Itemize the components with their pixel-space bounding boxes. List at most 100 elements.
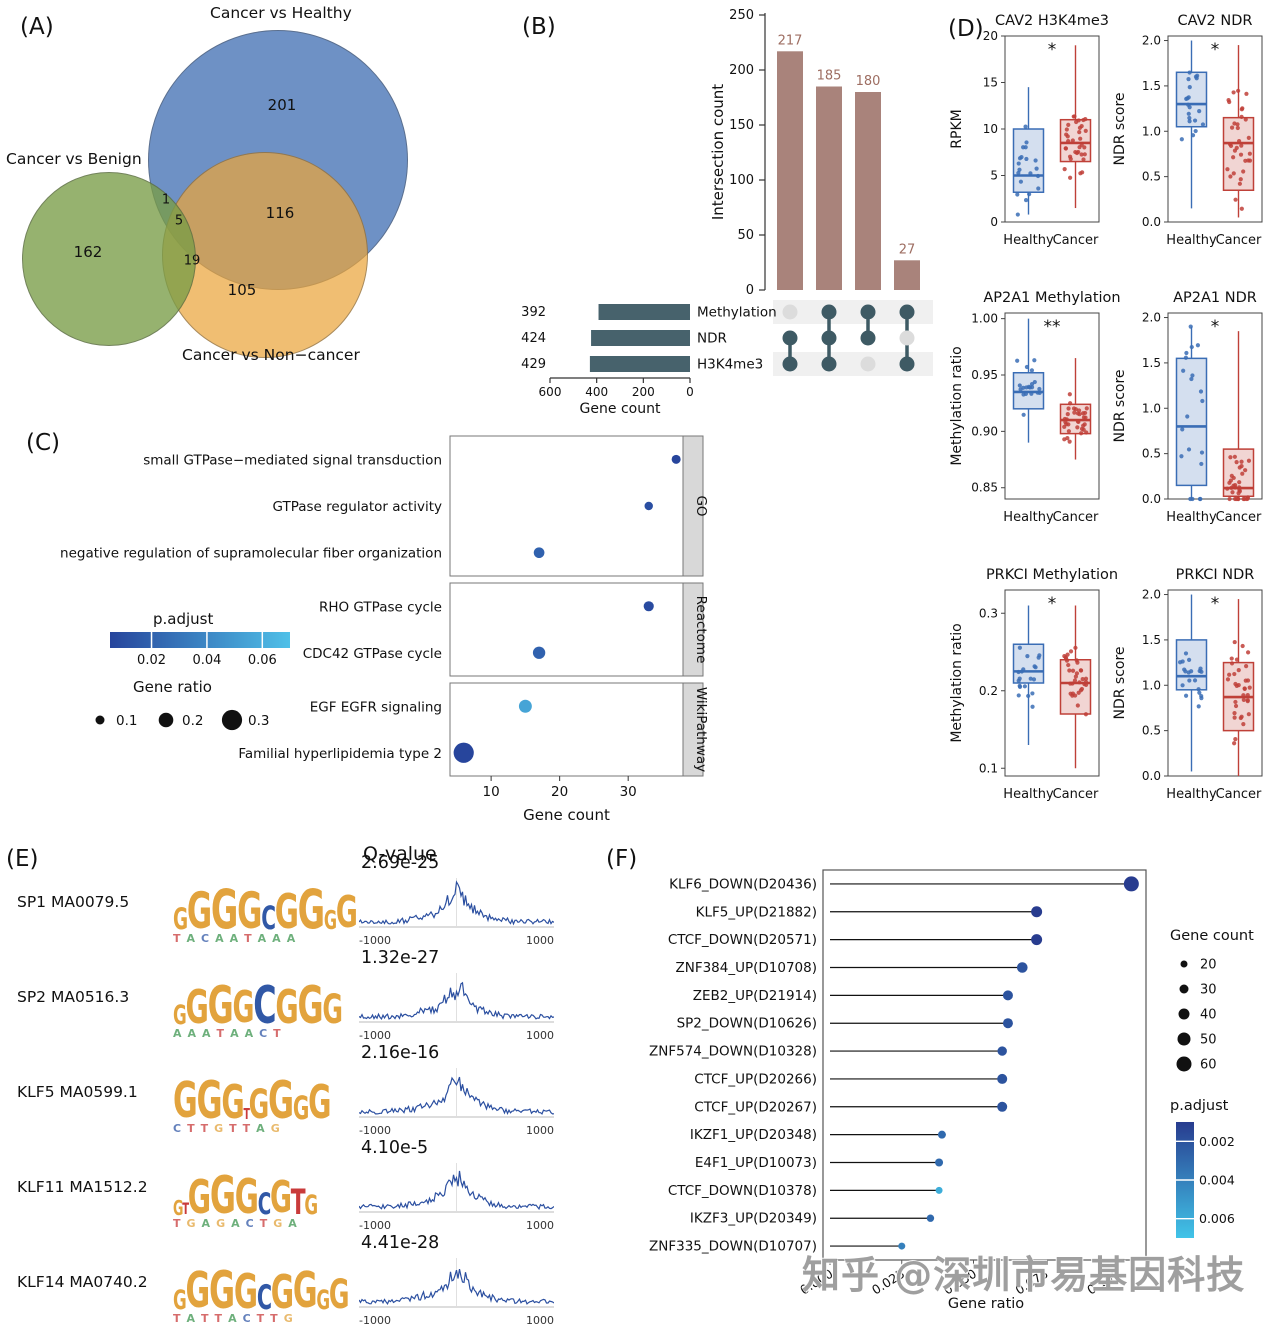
upset-plot-svg: 0 50 100 150 200 250 Intersection count 217 185 1… — [521, 8, 933, 417]
matrix-dot-inactive — [860, 356, 876, 372]
data-point — [1082, 422, 1087, 427]
data-point — [1021, 145, 1026, 150]
logo-letter: G — [323, 905, 338, 936]
plot-panel — [1004, 312, 1100, 500]
y-tick-label: 0 — [990, 215, 998, 229]
data-point — [1186, 670, 1191, 675]
logo-letter: G — [275, 980, 299, 1035]
data-point — [1032, 664, 1037, 669]
logo-subletter: C — [242, 1312, 257, 1325]
data-point — [1237, 465, 1242, 470]
matrix-dot-active — [821, 304, 837, 320]
data-point — [1021, 412, 1026, 417]
box — [1012, 128, 1045, 193]
item-label: E4F1_UP(D10073) — [695, 1155, 817, 1171]
data-point — [1073, 645, 1078, 650]
data-point — [1190, 373, 1195, 378]
data-point — [1239, 459, 1244, 464]
upset-plot: 0 50 100 150 200 250 Intersection count 217 185 1… — [520, 0, 950, 430]
profile-x-tick: -1000 — [359, 1124, 391, 1137]
data-point — [1026, 693, 1031, 699]
profile-x-axis: -1000 1000 — [359, 1029, 554, 1042]
data-point — [1015, 192, 1020, 197]
logo-subletter: A — [286, 932, 302, 945]
data-point — [1025, 654, 1030, 659]
significance-star: * — [1211, 594, 1220, 614]
term-dot — [453, 742, 474, 763]
data-point — [1081, 157, 1086, 162]
data-point — [1239, 107, 1244, 112]
venn-circle-cancer-vs-benign — [22, 172, 196, 346]
facet-panel — [449, 682, 684, 777]
intersection-bar — [816, 86, 842, 290]
data-point — [1073, 407, 1079, 412]
data-point — [1184, 350, 1189, 356]
logo-subletter: A — [244, 1027, 260, 1040]
data-point — [1237, 480, 1242, 485]
data-point — [1233, 703, 1239, 709]
logo-subletter: A — [215, 932, 230, 945]
data-point — [1080, 676, 1085, 682]
venn-circle-cancer-vs-noncancer — [162, 152, 368, 358]
term-label: Familial hyperlipidemia type 2 — [238, 746, 442, 762]
data-point — [1187, 115, 1192, 121]
logo-subletter: A — [201, 1217, 217, 1230]
boxplot-grid: CAV2 H3K4me3 RPKM 0 5 10 15 20 Healthy Cancer * CA… — [945, 8, 1269, 838]
data-point — [1077, 129, 1082, 135]
lollipop-plot: KLF6_DOWN(D20436) KLF5_UP(D21882) CTCF_DOW… — [598, 840, 1269, 1327]
logo-subletter: T — [173, 1312, 187, 1325]
venn-count-healthy-only: 201 — [267, 96, 297, 114]
lollipop-dot — [997, 1101, 1008, 1112]
x-tick-label: 20 — [551, 784, 568, 800]
data-point — [1233, 737, 1238, 742]
y-tick-label: 1.0 — [1142, 401, 1161, 415]
data-point — [1062, 416, 1067, 422]
set-name: H3K4me3 — [697, 357, 763, 373]
set-axis-tick-label: 200 — [632, 385, 655, 399]
motif-profile: 4.10e-5 -1000 1000 — [358, 1138, 564, 1234]
item-label: ZEB2_UP(D21914) — [693, 988, 817, 1004]
data-point — [1021, 385, 1026, 390]
y-tick-label: 0 — [746, 283, 754, 298]
qvalue: 4.41e-28 — [361, 1233, 440, 1253]
group-label: Healthy — [1166, 233, 1217, 248]
profile-line — [358, 1268, 555, 1305]
data-point — [1232, 715, 1237, 720]
data-point — [1181, 368, 1186, 373]
logo-subletter: T — [214, 1312, 229, 1325]
legend-size-label: 0.3 — [248, 713, 269, 729]
data-point — [1037, 390, 1042, 395]
y-tick-label: 150 — [729, 118, 754, 133]
data-point — [1082, 145, 1087, 150]
data-point — [1228, 174, 1233, 179]
logo-subletter: T — [187, 1122, 201, 1135]
data-point — [1026, 384, 1031, 389]
data-point — [1232, 711, 1237, 716]
motif-profile: 2.16e-16 -1000 1000 — [358, 1043, 564, 1139]
intersection-count-label: 27 — [899, 242, 916, 257]
data-point — [1237, 485, 1242, 490]
watermark: 知乎 @深圳市易基因科技 — [802, 1253, 1246, 1297]
x-axis-title: Gene count — [523, 806, 610, 824]
profile-x-axis: -1000 1000 — [359, 1124, 554, 1137]
qvalue: 1.32e-27 — [361, 948, 440, 968]
matrix-dot-active — [899, 356, 915, 372]
logo-subletter: T — [273, 1027, 287, 1040]
lollipop-dot — [1002, 1018, 1013, 1029]
lollipop-dot — [1016, 962, 1028, 973]
data-point — [1232, 741, 1237, 746]
y-tick-label: 200 — [729, 63, 754, 78]
y-tick-label: 20 — [983, 29, 998, 43]
term-label: small GTPase−mediated signal transductio… — [143, 452, 442, 468]
facet-strip-label: GO — [693, 495, 709, 516]
data-point — [1037, 386, 1042, 392]
logo-subletter: T — [200, 1122, 215, 1135]
legend-size-dot — [1180, 960, 1188, 968]
data-point — [1245, 693, 1250, 698]
data-point — [1082, 152, 1087, 157]
logo-letter: G — [221, 1075, 245, 1130]
set-size-bar — [591, 330, 690, 346]
logo-letter: G — [210, 877, 239, 941]
y-tick-label: 10 — [983, 122, 998, 136]
data-point — [1083, 676, 1089, 681]
